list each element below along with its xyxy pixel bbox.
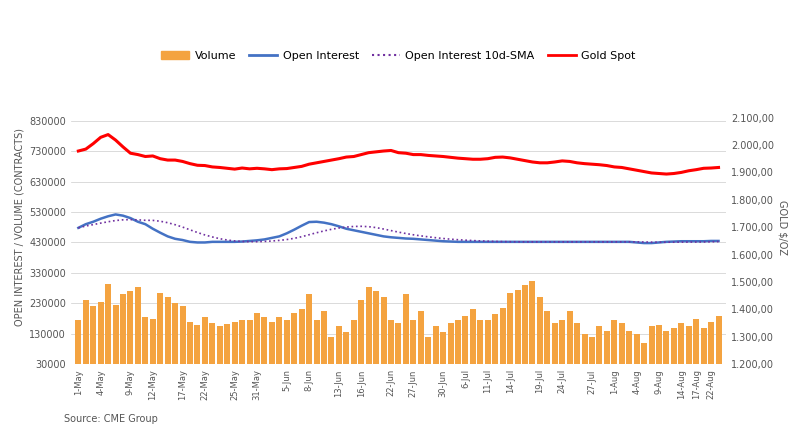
Bar <box>291 312 297 374</box>
Bar <box>276 317 282 374</box>
Bar <box>670 328 676 374</box>
Bar <box>469 309 476 374</box>
Bar <box>395 323 401 374</box>
Bar <box>373 291 379 374</box>
Bar <box>537 297 542 374</box>
Bar <box>618 323 624 374</box>
Bar <box>98 302 103 374</box>
Bar <box>603 331 609 374</box>
Bar <box>365 287 371 374</box>
Bar <box>410 320 415 374</box>
Bar <box>432 326 438 374</box>
Bar <box>447 323 453 374</box>
Bar <box>335 326 342 374</box>
Bar <box>157 293 163 374</box>
Bar <box>172 303 178 374</box>
Bar <box>90 306 96 374</box>
Bar <box>343 332 349 374</box>
Bar <box>350 320 356 374</box>
Bar <box>135 287 140 374</box>
Bar <box>209 323 215 374</box>
Bar <box>507 293 512 374</box>
Bar <box>573 323 579 374</box>
Bar <box>380 297 386 374</box>
Bar <box>269 322 274 374</box>
Bar <box>246 321 252 374</box>
Bar <box>328 337 334 374</box>
Text: Source: CME Group: Source: CME Group <box>64 414 158 424</box>
Bar <box>180 306 185 374</box>
Bar <box>626 331 631 374</box>
Bar <box>321 311 326 374</box>
Bar <box>492 314 497 374</box>
Bar <box>596 326 602 374</box>
Bar <box>150 318 156 374</box>
Bar <box>83 300 89 374</box>
Bar <box>112 305 119 374</box>
Bar <box>75 320 81 374</box>
Bar <box>417 311 423 374</box>
Bar <box>314 320 319 374</box>
Bar <box>261 317 267 374</box>
Bar <box>119 294 126 374</box>
Bar <box>232 322 237 374</box>
Bar <box>662 331 669 374</box>
Bar <box>707 322 713 374</box>
Bar <box>514 290 520 374</box>
Bar <box>142 317 148 374</box>
Bar <box>201 317 208 374</box>
Bar <box>633 334 639 374</box>
Bar <box>298 309 304 374</box>
Bar <box>558 320 565 374</box>
Bar <box>640 343 646 374</box>
Bar <box>715 315 721 374</box>
Y-axis label: OPEN INTEREST / VOLUME (CONTRACTS): OPEN INTEREST / VOLUME (CONTRACTS) <box>15 128 25 326</box>
Bar <box>194 325 200 374</box>
Bar <box>529 280 535 374</box>
Bar <box>358 300 364 374</box>
Bar <box>581 334 587 374</box>
Bar <box>253 312 260 374</box>
Bar <box>164 297 171 374</box>
Bar <box>648 326 654 374</box>
Bar <box>403 294 408 374</box>
Bar <box>499 308 505 374</box>
Bar <box>187 322 192 374</box>
Bar <box>283 320 290 374</box>
Bar <box>692 318 699 374</box>
Bar <box>589 337 594 374</box>
Bar <box>521 285 527 374</box>
Bar <box>544 311 549 374</box>
Bar <box>455 320 460 374</box>
Bar <box>128 291 133 374</box>
Bar <box>678 323 683 374</box>
Bar <box>105 284 111 374</box>
Bar <box>217 326 222 374</box>
Bar <box>239 320 245 374</box>
Legend: Volume, Open Interest, Open Interest 10d-SMA, Gold Spot: Volume, Open Interest, Open Interest 10d… <box>156 46 639 65</box>
Bar <box>551 323 557 374</box>
Bar <box>306 294 312 374</box>
Bar <box>387 320 394 374</box>
Bar <box>439 332 446 374</box>
Bar <box>484 320 490 374</box>
Bar <box>700 328 706 374</box>
Bar <box>655 325 661 374</box>
Bar <box>685 326 691 374</box>
Bar <box>566 311 572 374</box>
Bar <box>610 320 617 374</box>
Bar <box>425 337 431 374</box>
Bar <box>476 320 483 374</box>
Bar <box>462 315 468 374</box>
Bar <box>224 324 230 374</box>
Y-axis label: GOLD $/OZ: GOLD $/OZ <box>777 200 787 255</box>
